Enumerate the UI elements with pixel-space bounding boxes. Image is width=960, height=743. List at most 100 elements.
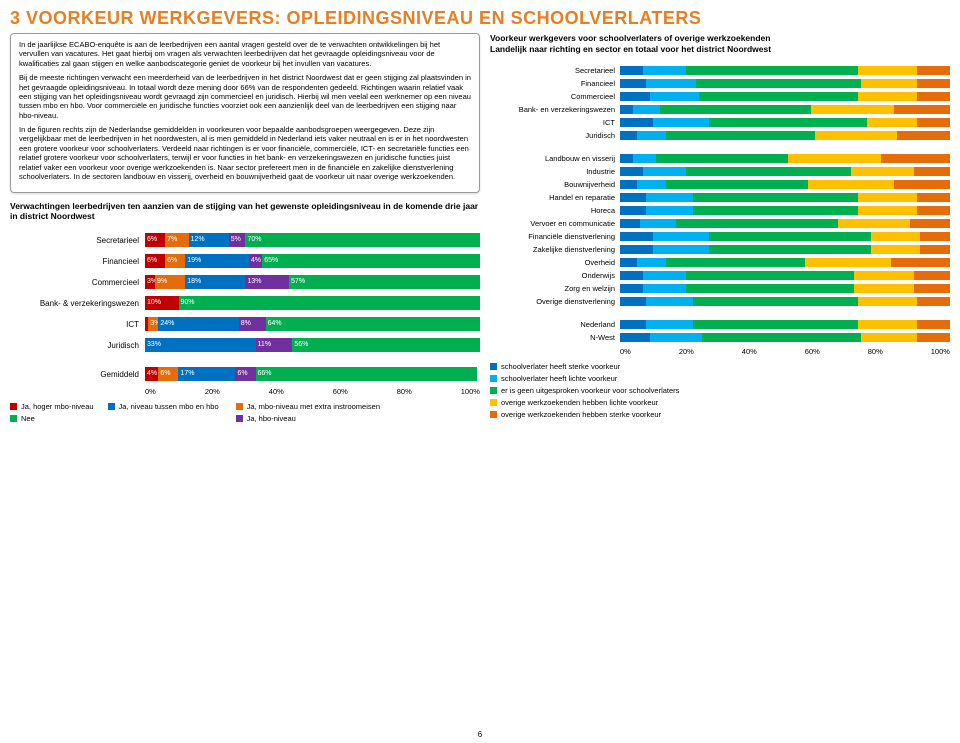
chart2-row-label: Overige dienstverlening xyxy=(490,297,620,306)
legend-item: Ja, niveau tussen mbo en hbo xyxy=(108,402,219,411)
legend-swatch xyxy=(490,399,497,406)
axis-tick: 20% xyxy=(205,387,220,396)
bar-segment xyxy=(891,258,950,267)
bar-segment xyxy=(666,258,805,267)
chart1-row-label: Commercieel xyxy=(10,278,145,287)
bar-segment xyxy=(620,92,650,101)
chart2-row-label: Secretarieel xyxy=(490,66,620,75)
bar-segment xyxy=(917,118,950,127)
bar-segment xyxy=(709,232,871,241)
intro-paragraph: In de figuren rechts zijn de Nederlandse… xyxy=(19,125,471,181)
bar-segment xyxy=(917,206,950,215)
chart2-bar xyxy=(620,105,950,114)
bar-segment xyxy=(917,193,950,202)
bar-segment xyxy=(660,105,812,114)
bar-segment: 70% xyxy=(245,233,480,247)
legend-swatch xyxy=(236,403,243,410)
legend-swatch xyxy=(236,415,243,422)
chart2-row: Bouwnijverheid xyxy=(490,179,950,190)
chart1-bar: 6%7%12%5%70% xyxy=(145,233,480,247)
chart2-row-label: Juridisch xyxy=(490,131,620,140)
bar-segment xyxy=(633,105,659,114)
bar-segment xyxy=(858,320,917,329)
bar-segment: 7% xyxy=(165,233,188,247)
axis-tick: 20% xyxy=(679,347,694,356)
chart2-row: Horeca xyxy=(490,205,950,216)
chart2-row-label: Zakelijke dienstverlening xyxy=(490,245,620,254)
bar-segment: 33% xyxy=(145,338,256,352)
axis-tick: 100% xyxy=(461,387,480,396)
chart2-row: Bank- en verzekeringswezen xyxy=(490,104,950,115)
chart2-row-label: Financiële dienstverlening xyxy=(490,232,620,241)
chart2-legend: schoolverlater heeft sterke voorkeurscho… xyxy=(490,362,950,419)
bar-segment xyxy=(861,333,917,342)
legend-swatch xyxy=(10,403,17,410)
chart2-row: ICT xyxy=(490,117,950,128)
chart1-row: Gemiddeld4%6%17%6%66% xyxy=(10,365,480,383)
chart1-row-label: ICT xyxy=(10,320,145,329)
chart1-bar: 6%6%19%4%65% xyxy=(145,254,480,268)
chart2-row-label: Financieel xyxy=(490,79,620,88)
chart2-row: Financieel xyxy=(490,78,950,89)
chart2-bar xyxy=(620,180,950,189)
bar-segment xyxy=(709,118,867,127)
chart2-row: Zakelijke dienstverlening xyxy=(490,244,950,255)
bar-segment xyxy=(693,193,858,202)
chart2-row: Onderwijs xyxy=(490,270,950,281)
legend-label: er is geen uitgesproken voorkeur voor sc… xyxy=(501,386,679,395)
chart2-row-label: Industrie xyxy=(490,167,620,176)
axis-tick: 60% xyxy=(805,347,820,356)
legend-item: er is geen uitgesproken voorkeur voor sc… xyxy=(490,386,936,395)
bar-segment xyxy=(620,232,653,241)
legend-label: Ja, niveau tussen mbo en hbo xyxy=(119,402,219,411)
chart2-row: Landbouw en visserij xyxy=(490,153,950,164)
chart2-row-label: Overheid xyxy=(490,258,620,267)
bar-segment xyxy=(894,180,950,189)
bar-segment xyxy=(620,320,646,329)
bar-segment: 6% xyxy=(165,254,185,268)
bar-segment xyxy=(620,105,633,114)
chart2-bar xyxy=(620,258,950,267)
legend-swatch xyxy=(490,363,497,370)
chart2-bar xyxy=(620,92,950,101)
bar-segment xyxy=(686,167,851,176)
legend-label: Ja, mbo-niveau met extra instroomeisen xyxy=(247,402,380,411)
chart2-row: Secretarieel xyxy=(490,65,950,76)
bar-segment xyxy=(854,284,913,293)
bar-segment: 9% xyxy=(155,275,185,289)
bar-segment xyxy=(620,333,650,342)
bar-segment xyxy=(620,118,653,127)
chart2-row: Juridisch xyxy=(490,130,950,141)
bar-segment xyxy=(620,245,653,254)
chart2-row: Zorg en welzijn xyxy=(490,283,950,294)
chart2-bar xyxy=(620,118,950,127)
axis-tick: 0% xyxy=(620,347,631,356)
bar-segment xyxy=(693,297,858,306)
chart2-bar xyxy=(620,66,950,75)
chart1-title: Verwachtingen leerbedrijven ten aanzien … xyxy=(10,201,480,221)
bar-segment xyxy=(709,245,871,254)
bar-segment xyxy=(920,232,950,241)
legend-label: Nee xyxy=(21,414,35,423)
chart2-row: Handel en reparatie xyxy=(490,192,950,203)
bar-segment xyxy=(914,271,950,280)
chart2-row-label: Vervoer en communicatie xyxy=(490,219,620,228)
bar-segment xyxy=(656,154,788,163)
bar-segment xyxy=(620,284,643,293)
chart2-row: Overige dienstverlening xyxy=(490,296,950,307)
bar-segment xyxy=(702,333,860,342)
bar-segment xyxy=(620,219,640,228)
chart2-bar xyxy=(620,284,950,293)
chart1-row: Bank- & verzekeringswezen10%90% xyxy=(10,294,480,312)
chart2-row: Vervoer en communicatie xyxy=(490,218,950,229)
bar-segment xyxy=(917,333,950,342)
bar-segment: 10% xyxy=(145,296,179,310)
chart2-row-label: N-West xyxy=(490,333,620,342)
bar-segment xyxy=(858,297,917,306)
chart1-bar: 33%11%56% xyxy=(145,338,480,352)
bar-segment: 56% xyxy=(292,338,480,352)
axis-tick: 100% xyxy=(931,347,950,356)
bar-segment xyxy=(686,66,858,75)
bar-segment xyxy=(633,154,656,163)
bar-segment xyxy=(914,167,950,176)
